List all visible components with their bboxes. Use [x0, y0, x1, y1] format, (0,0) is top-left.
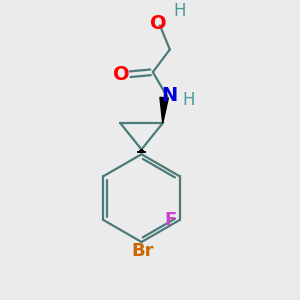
Text: O: O	[150, 14, 167, 33]
Polygon shape	[160, 98, 168, 123]
Text: F: F	[164, 211, 177, 229]
Text: Br: Br	[132, 242, 154, 260]
Text: H: H	[182, 92, 194, 110]
Text: O: O	[113, 65, 129, 84]
Text: H: H	[173, 2, 186, 20]
Text: N: N	[161, 86, 177, 105]
